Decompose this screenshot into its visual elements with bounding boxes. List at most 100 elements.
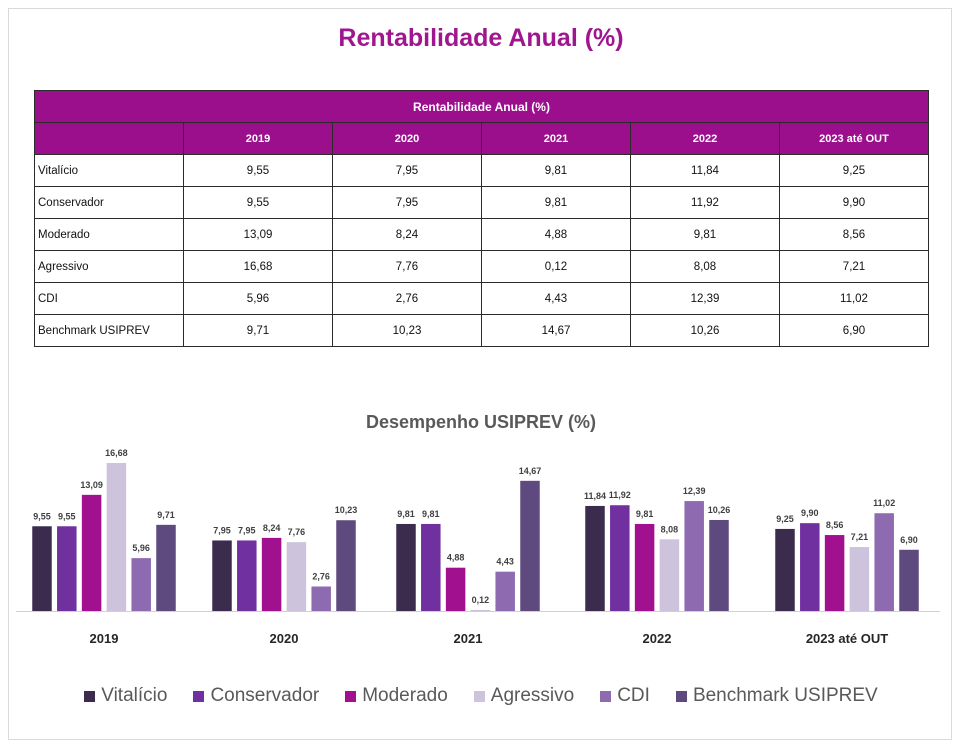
bar-data-label: 4,43 bbox=[496, 557, 514, 567]
legend-item: Agressivo bbox=[473, 685, 575, 707]
legend-swatch bbox=[345, 690, 357, 702]
bar-data-label: 8,56 bbox=[826, 520, 844, 530]
legend-item: Vitalício bbox=[84, 685, 167, 707]
bar-conservador bbox=[610, 505, 630, 611]
bar-data-label: 7,21 bbox=[851, 532, 869, 542]
bar-data-label: 9,71 bbox=[157, 510, 175, 520]
bar-data-label: 9,81 bbox=[397, 509, 415, 519]
table-row: CDI 5,96 2,76 4,43 12,39 11,02 bbox=[34, 282, 929, 315]
table-row: Agressivo 16,68 7,76 0,12 8,08 7,21 bbox=[34, 250, 929, 283]
table-cell: 10,23 bbox=[332, 314, 482, 347]
bar-benchmark-usiprev bbox=[520, 480, 540, 611]
table-cell: 12,39 bbox=[630, 282, 780, 315]
bar-data-label: 10,23 bbox=[335, 505, 358, 515]
bar-data-label: 13,09 bbox=[80, 480, 103, 490]
table-cell: 14,67 bbox=[481, 314, 631, 347]
bar-conservador bbox=[237, 540, 257, 611]
x-tick-label: 2023 até OUT bbox=[806, 631, 888, 646]
x-tick-label: 2022 bbox=[643, 631, 672, 646]
bar-data-label: 9,25 bbox=[776, 514, 794, 524]
bar-vitalício bbox=[212, 540, 232, 611]
table-caption: Rentabilidade Anual (%) bbox=[34, 90, 929, 123]
bar-data-label: 11,92 bbox=[609, 490, 631, 500]
table-cell: 8,24 bbox=[332, 218, 482, 251]
x-tick-label: 2021 bbox=[454, 631, 483, 646]
bar-data-label: 14,67 bbox=[519, 466, 542, 476]
bar-moderado bbox=[445, 567, 466, 611]
legend-label: Moderado bbox=[362, 685, 448, 706]
table-cell: 9,25 bbox=[779, 154, 929, 187]
table-header-cell: 2022 bbox=[630, 122, 780, 155]
bar-data-label: 6,90 bbox=[900, 535, 918, 545]
x-tick-label: 2020 bbox=[270, 631, 299, 646]
table-cell: 9,81 bbox=[481, 186, 631, 219]
table-cell: 8,08 bbox=[630, 250, 780, 283]
table-header-cell: 2023 até OUT bbox=[779, 122, 929, 155]
table-cell: 2,76 bbox=[332, 282, 482, 315]
returns-table: Rentabilidade Anual (%) 2019 2020 2021 2022… bbox=[34, 90, 929, 347]
bar-data-label: 12,39 bbox=[683, 486, 706, 496]
table-row: Moderado 13,09 8,24 4,88 9,81 8,56 bbox=[34, 218, 929, 251]
bar-conservador bbox=[800, 523, 820, 611]
chart-title: Desempenho USIPREV (%) bbox=[365, 412, 597, 432]
legend-label: Vitalício bbox=[101, 685, 168, 706]
bar-data-label: 9,81 bbox=[636, 509, 654, 519]
bar-data-label: 11,02 bbox=[873, 498, 895, 508]
chart-legend: Vitalício Conservador Moderado Agressivo CDI… bbox=[0, 685, 962, 707]
table-row-label: CDI bbox=[34, 282, 184, 315]
bar-data-label: 9,55 bbox=[33, 511, 51, 521]
bar-vitalício bbox=[585, 505, 605, 611]
legend-swatch bbox=[675, 690, 687, 702]
table-cell: 7,95 bbox=[332, 186, 482, 219]
bar-data-label: 7,76 bbox=[288, 527, 306, 537]
bar-agressivo bbox=[849, 547, 870, 611]
bar-cdi bbox=[684, 501, 704, 611]
bar-moderado bbox=[261, 537, 282, 611]
legend-item: Moderado bbox=[345, 685, 448, 707]
bar-benchmark-usiprev bbox=[709, 519, 729, 611]
legend-item: CDI bbox=[600, 685, 650, 707]
x-tick-label: 2019 bbox=[90, 631, 119, 646]
bar-moderado bbox=[634, 523, 655, 611]
table-row: Benchmark USIPREV 9,71 10,23 14,67 10,26 6,90 bbox=[34, 314, 929, 347]
bar-conservador bbox=[421, 523, 441, 611]
bar-data-label: 7,95 bbox=[213, 525, 231, 535]
page-frame bbox=[8, 8, 952, 740]
bar-vitalício bbox=[396, 523, 416, 611]
bar-data-label: 9,55 bbox=[58, 511, 76, 521]
bar-vitalício bbox=[775, 528, 795, 611]
bar-data-label: 0,12 bbox=[472, 595, 490, 605]
legend-label: CDI bbox=[617, 685, 650, 706]
bar-data-label: 10,26 bbox=[708, 505, 731, 515]
bar-benchmark-usiprev bbox=[336, 520, 356, 611]
table-cell: 9,71 bbox=[183, 314, 333, 347]
table-cell: 11,92 bbox=[630, 186, 780, 219]
table-cell: 5,96 bbox=[183, 282, 333, 315]
bar-data-label: 9,81 bbox=[422, 509, 440, 519]
legend-swatch bbox=[193, 690, 205, 702]
bar-data-label: 4,88 bbox=[447, 553, 465, 563]
legend-swatch bbox=[473, 690, 485, 702]
table-cell: 6,90 bbox=[779, 314, 929, 347]
bar-data-label: 8,08 bbox=[661, 524, 679, 534]
bar-conservador bbox=[57, 526, 77, 611]
legend-label: Benchmark USIPREV bbox=[692, 685, 878, 706]
legend-label: Agressivo bbox=[490, 685, 575, 706]
bar-data-label: 9,90 bbox=[801, 508, 819, 518]
table-row: Vitalício 9,55 7,95 9,81 11,84 9,25 bbox=[34, 154, 929, 187]
table-cell: 13,09 bbox=[183, 218, 333, 251]
bar-cdi bbox=[495, 571, 515, 611]
bar-vitalício bbox=[32, 526, 52, 611]
legend-swatch bbox=[84, 690, 96, 702]
legend-swatch bbox=[600, 690, 612, 702]
bar-data-label: 16,68 bbox=[105, 448, 128, 458]
table-header-cell: 2021 bbox=[481, 122, 631, 155]
table-row-label: Vitalício bbox=[34, 154, 184, 187]
legend-item: Conservador bbox=[193, 685, 319, 707]
bar-agressivo bbox=[106, 463, 127, 611]
bar-agressivo bbox=[470, 609, 491, 611]
bar-data-label: 5,96 bbox=[132, 543, 150, 553]
bar-data-label: 2,76 bbox=[312, 572, 330, 582]
table-row-label: Conservador bbox=[34, 186, 184, 219]
table-header-blank bbox=[34, 122, 184, 155]
